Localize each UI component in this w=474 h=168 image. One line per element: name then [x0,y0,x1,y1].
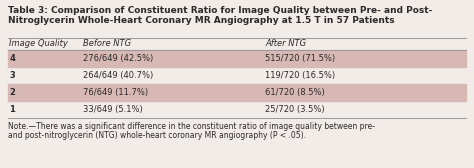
Text: 276/649 (42.5%): 276/649 (42.5%) [83,54,153,63]
Bar [8,50,466,67]
Text: 4: 4 [9,54,15,63]
Text: 61/720 (8.5%): 61/720 (8.5%) [265,88,325,97]
Text: 1: 1 [9,105,15,114]
Text: 2: 2 [9,88,15,97]
Text: 33/649 (5.1%): 33/649 (5.1%) [83,105,143,114]
Text: 3: 3 [9,71,15,80]
Text: 76/649 (11.7%): 76/649 (11.7%) [83,88,148,97]
Text: 119/720 (16.5%): 119/720 (16.5%) [265,71,336,80]
Text: 515/720 (71.5%): 515/720 (71.5%) [265,54,336,63]
Text: Table 3: Comparison of Constituent Ratio for Image Quality between Pre- and Post: Table 3: Comparison of Constituent Ratio… [8,6,432,15]
Text: Nitroglycerin Whole-Heart Coronary MR Angiography at 1.5 T in 57 Patients: Nitroglycerin Whole-Heart Coronary MR An… [8,16,395,25]
Text: 25/720 (3.5%): 25/720 (3.5%) [265,105,325,114]
Text: Image Quality: Image Quality [9,39,68,49]
Bar [8,84,466,101]
Text: and post-nitroglycerin (NTG) whole-heart coronary MR angiography (P < .05).: and post-nitroglycerin (NTG) whole-heart… [8,131,306,140]
Text: Note.—There was a significant difference in the constituent ratio of image quali: Note.—There was a significant difference… [8,122,375,131]
Text: After NTG: After NTG [265,39,307,49]
Text: 264/649 (40.7%): 264/649 (40.7%) [83,71,153,80]
Text: Before NTG: Before NTG [83,39,131,49]
